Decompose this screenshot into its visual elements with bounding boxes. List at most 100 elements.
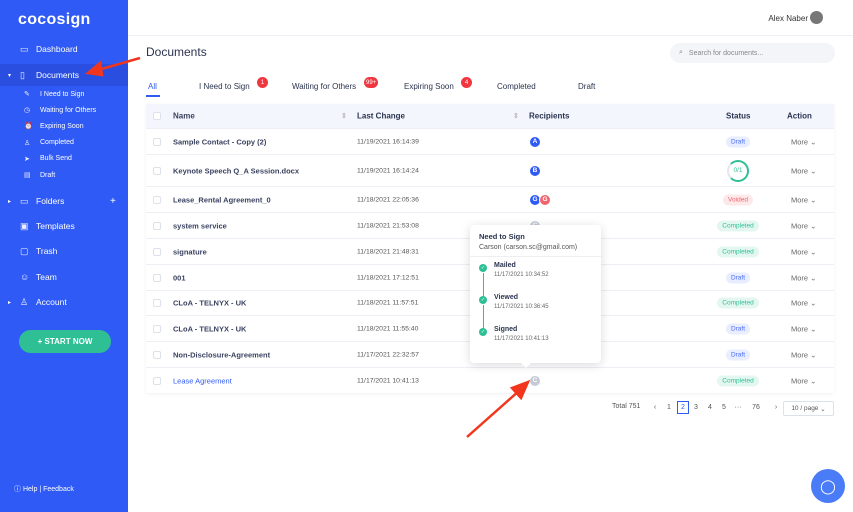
sidebar-subitem[interactable]: ◷ Waiting for Others <box>24 106 97 115</box>
step-label: Signed <box>494 326 518 333</box>
sidebar-item-templates[interactable]: ▣ Templates <box>20 220 75 232</box>
page-button[interactable]: 2 <box>677 401 689 414</box>
col-status: Status <box>726 111 751 121</box>
row-checkbox[interactable] <box>153 273 161 282</box>
caret-icon[interactable]: ▸ <box>8 198 12 205</box>
prev-page-button[interactable]: ‹ <box>653 404 657 411</box>
select-all-checkbox[interactable] <box>153 112 161 120</box>
user-icon: ♙ <box>20 296 29 307</box>
recipient-avatar[interactable]: C <box>529 374 541 387</box>
document-name[interactable]: Lease_Rental Agreement_0 <box>173 195 271 204</box>
page-button[interactable]: 3 <box>694 404 698 411</box>
document-name[interactable]: signature <box>173 247 207 256</box>
more-label: More <box>791 273 809 282</box>
search-placeholder: Search for documents... <box>688 49 764 57</box>
table-row[interactable]: Sample Contact - Copy (2) 11/19/2021 16:1… <box>146 128 834 154</box>
document-name[interactable]: system service <box>173 221 227 230</box>
trash-icon: ▢ <box>20 245 29 256</box>
row-checkbox[interactable] <box>153 299 161 307</box>
sidebar-subitem[interactable]: ✎ I Need to Sign <box>24 90 85 99</box>
more-dropdown[interactable]: More ⌄ <box>791 350 816 359</box>
recipient-avatar[interactable]: G <box>539 193 551 206</box>
status-badge: Completed <box>717 375 759 386</box>
tab[interactable]: Expiring Soon <box>404 82 454 91</box>
active-tab-indicator <box>146 95 160 97</box>
more-dropdown[interactable]: More ⌄ <box>791 137 816 146</box>
recipient-avatar[interactable]: A <box>529 135 541 148</box>
feedback-link[interactable]: Feedback <box>43 486 74 493</box>
more-dropdown[interactable]: More ⌄ <box>791 221 816 230</box>
start-now-button[interactable]: + START NOW <box>19 330 111 353</box>
more-dropdown[interactable]: More ⌄ <box>791 247 816 256</box>
document-name[interactable]: Lease Agreement <box>173 376 232 385</box>
page-button[interactable]: 1 <box>667 404 671 411</box>
caret-icon[interactable]: ▾ <box>8 72 12 79</box>
sort-icon[interactable]: ⇕ <box>513 113 519 120</box>
row-checkbox[interactable] <box>153 376 161 385</box>
more-dropdown[interactable]: More ⌄ <box>791 324 816 333</box>
sidebar-subitem[interactable]: ⏰ Expiring Soon <box>24 122 84 131</box>
document-name[interactable]: Keynote Speech Q_A Session.docx <box>173 166 300 175</box>
sidebar-item-team[interactable]: ☺ Team <box>20 272 57 282</box>
col-name[interactable]: Name <box>173 111 195 121</box>
more-dropdown[interactable]: More ⌄ <box>791 195 816 204</box>
tab[interactable]: All <box>148 82 157 91</box>
sidebar: cocosign ▭ Dashboard ▾ ▯ Documents ▸ ▭ Folders +… <box>0 0 128 512</box>
row-checkbox[interactable] <box>153 166 161 175</box>
row-checkbox[interactable] <box>153 195 161 204</box>
sidebar-subitem[interactable]: ▤ Draft <box>24 171 56 180</box>
sidebar-subitem[interactable]: ➤ Bulk Send <box>24 155 72 163</box>
recipient-avatar[interactable]: B <box>529 164 541 177</box>
document-name[interactable]: 001 <box>173 273 186 282</box>
sort-icon[interactable]: ⇕ <box>341 113 347 120</box>
more-dropdown[interactable]: More ⌄ <box>791 166 816 175</box>
row-checkbox[interactable] <box>153 324 161 333</box>
sidebar-item-documents[interactable]: ▾ ▯ Documents <box>0 64 128 86</box>
search-input[interactable]: ⌕ Search for documents... <box>670 43 835 63</box>
row-checkbox[interactable] <box>153 247 161 256</box>
tab[interactable]: Waiting for Others <box>292 82 357 91</box>
chevron-down-icon: ⌄ <box>808 137 817 146</box>
document-name[interactable]: Non-Disclosure-Agreement <box>173 350 271 359</box>
document-name[interactable]: Sample Contact - Copy (2) <box>173 137 267 146</box>
avatar[interactable] <box>810 11 823 24</box>
more-dropdown[interactable]: More ⌄ <box>791 376 816 385</box>
more-dropdown[interactable]: More ⌄ <box>791 273 816 282</box>
sidebar-item-trash[interactable]: ▢ Trash <box>20 245 58 257</box>
row-checkbox[interactable] <box>153 221 161 230</box>
add-folder-button[interactable]: + <box>110 195 116 207</box>
sidebar-subitem[interactable]: ♙ Completed <box>24 139 74 147</box>
user-name[interactable]: Alex Naber <box>768 14 808 23</box>
page-size-select[interactable]: 10 / page ⌄ <box>783 401 834 416</box>
signing-progress: 0/1 <box>727 159 749 182</box>
table-row[interactable]: Keynote Speech Q_A Session.docx 11/19/202… <box>146 154 834 186</box>
sidebar-item-dashboard[interactable]: ▭ Dashboard <box>20 43 78 55</box>
last-change: 11/19/2021 16:14:24 <box>357 167 419 174</box>
page-button[interactable]: 4 <box>708 404 712 411</box>
next-page-button[interactable]: › <box>774 404 778 411</box>
clock-icon: ◷ <box>24 107 31 115</box>
more-label: More <box>791 376 809 385</box>
caret-icon[interactable]: ▸ <box>8 299 12 306</box>
document-name[interactable]: CLoA - TELNYX - UK <box>173 298 247 308</box>
row-checkbox[interactable] <box>153 137 161 146</box>
document-name[interactable]: CLoA - TELNYX - UK <box>173 324 247 333</box>
sidebar-item-folders[interactable]: ▸ ▭ Folders + <box>8 195 116 207</box>
tab[interactable]: Completed <box>497 82 536 91</box>
page-button[interactable]: 76 <box>752 404 760 411</box>
page-button[interactable]: 5 <box>722 404 726 411</box>
tab[interactable]: I Need to Sign <box>199 82 250 91</box>
page-button[interactable]: ··· <box>734 404 742 411</box>
table-row[interactable]: Lease Agreement 11/17/2021 10:41:13 C Compl… <box>146 367 834 393</box>
col-last-change[interactable]: Last Change <box>357 111 406 121</box>
last-change: 11/19/2021 16:14:39 <box>357 138 419 145</box>
table-row[interactable]: Lease_Rental Agreement_0 11/18/2021 22:05… <box>146 186 834 212</box>
sidebar-item-account[interactable]: ▸ ♙ Account <box>8 296 67 308</box>
chat-button[interactable]: ◯ <box>811 469 845 503</box>
more-label: More <box>791 298 809 308</box>
tab[interactable]: Draft <box>578 82 596 91</box>
help-link[interactable]: Help <box>22 486 38 493</box>
last-change: 11/18/2021 11:55:40 <box>357 325 419 332</box>
more-dropdown[interactable]: More ⌄ <box>791 299 816 308</box>
row-checkbox[interactable] <box>153 350 161 359</box>
